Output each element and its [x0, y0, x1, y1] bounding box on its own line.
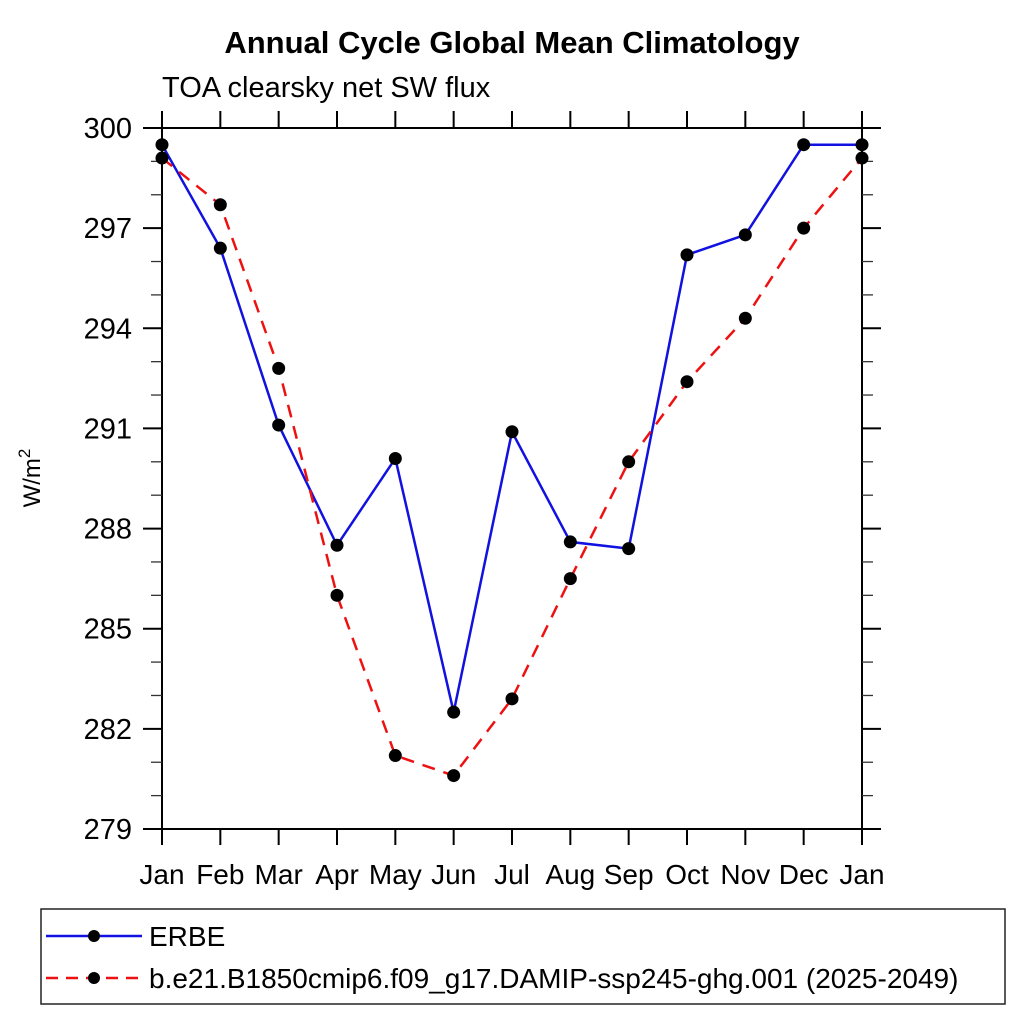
chart-title: Annual Cycle Global Mean Climatology — [224, 25, 800, 60]
data-point-marker — [330, 538, 344, 552]
data-point-marker — [447, 769, 461, 783]
legend: ERBE b.e21.B1850cmip6.f09_g17.DAMIP-ssp2… — [40, 908, 1006, 1005]
series-line-1 — [161, 157, 863, 778]
x-tick-label: Mar — [255, 859, 303, 890]
data-point-marker — [330, 588, 344, 602]
data-point-marker — [272, 418, 286, 432]
y-axis-title-base: W/m — [19, 458, 46, 507]
plot-frame — [161, 127, 863, 830]
y-tick-label: 297 — [84, 213, 132, 245]
data-point-marker — [155, 138, 169, 152]
x-tick-label: Sep — [604, 859, 654, 890]
x-tick-label: Jun — [431, 859, 476, 890]
x-tick-label: Nov — [720, 859, 770, 890]
data-point-marker — [272, 361, 286, 375]
y-tick-label: 279 — [84, 814, 132, 846]
legend-label-erbe: ERBE — [149, 921, 225, 952]
data-point-marker — [213, 198, 227, 212]
axes-layer: Jan Feb Mar Apr May Jun Jul Aug Sep Oct Nov Dec Jan2… — [84, 111, 885, 890]
legend-box — [40, 908, 1006, 1005]
data-point-marker — [855, 138, 869, 152]
y-tick-label: 282 — [84, 714, 132, 746]
data-point-marker — [622, 542, 636, 556]
x-tick-label: Oct — [665, 859, 709, 890]
data-point-marker — [680, 248, 694, 262]
data-point-marker — [155, 151, 169, 165]
data-point-marker — [738, 228, 752, 242]
y-tick-label: 288 — [84, 514, 132, 546]
y-tick-label: 285 — [84, 614, 132, 646]
data-point-marker — [622, 455, 636, 469]
y-axis-title: W/m2 — [15, 449, 46, 508]
data-point-marker — [563, 535, 577, 549]
data-point-marker — [680, 375, 694, 389]
y-axis-title-exponent: 2 — [15, 449, 34, 458]
data-point-marker — [447, 705, 461, 719]
legend-entry-erbe: ERBE — [46, 921, 225, 952]
chart-subtitle: TOA clearsky net SW flux — [162, 72, 491, 104]
legend-marker-model — [88, 972, 100, 984]
x-tick-label: Jul — [494, 859, 530, 890]
x-tick-label: Dec — [779, 859, 829, 890]
data-point-marker — [388, 749, 402, 763]
data-point-marker — [505, 425, 519, 439]
series-layer — [155, 138, 869, 783]
x-tick-label: May — [369, 859, 422, 890]
legend-entry-model: b.e21.B1850cmip6.f09_g17.DAMIP-ssp245-gh… — [46, 963, 958, 994]
data-point-marker — [797, 138, 811, 152]
y-tick-label: 291 — [84, 413, 132, 445]
x-tick-label: Jan — [839, 859, 884, 890]
data-point-marker — [563, 572, 577, 586]
y-tick-label: 294 — [84, 313, 132, 345]
data-point-marker — [388, 451, 402, 465]
data-point-marker — [855, 151, 869, 165]
data-point-marker — [797, 221, 811, 235]
legend-label-model: b.e21.B1850cmip6.f09_g17.DAMIP-ssp245-gh… — [149, 963, 958, 994]
data-point-marker — [213, 241, 227, 255]
legend-marker-erbe — [88, 930, 100, 942]
data-point-marker — [505, 692, 519, 706]
data-point-marker — [738, 311, 752, 325]
y-tick-label: 300 — [84, 113, 132, 145]
x-tick-label: Feb — [196, 859, 244, 890]
x-tick-label: Aug — [545, 859, 595, 890]
x-tick-label: Apr — [315, 859, 359, 890]
x-tick-label: Jan — [139, 859, 184, 890]
